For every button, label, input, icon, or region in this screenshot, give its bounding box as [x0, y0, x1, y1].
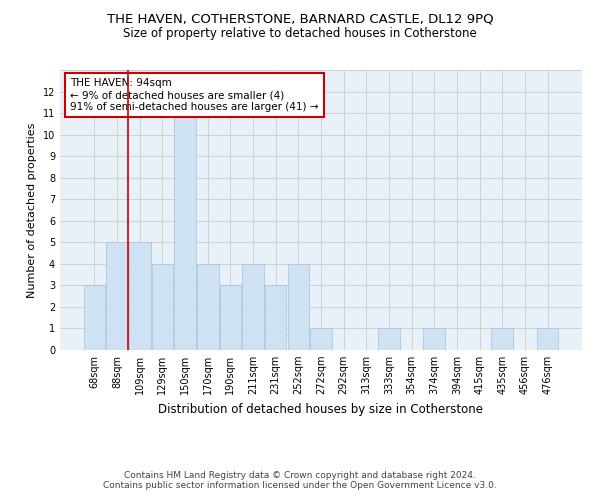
Bar [152, 264, 173, 350]
Bar [378, 328, 400, 350]
Bar [287, 264, 309, 350]
Bar [220, 286, 241, 350]
Text: THE HAVEN: 94sqm
← 9% of detached houses are smaller (4)
91% of semi-detached ho: THE HAVEN: 94sqm ← 9% of detached houses… [70, 78, 319, 112]
Bar [197, 264, 218, 350]
Text: Size of property relative to detached houses in Cotherstone: Size of property relative to detached ho… [123, 28, 477, 40]
Bar [310, 328, 332, 350]
Bar [84, 286, 105, 350]
Text: Contains HM Land Registry data © Crown copyright and database right 2024.
Contai: Contains HM Land Registry data © Crown c… [103, 470, 497, 490]
Text: THE HAVEN, COTHERSTONE, BARNARD CASTLE, DL12 9PQ: THE HAVEN, COTHERSTONE, BARNARD CASTLE, … [107, 12, 493, 26]
X-axis label: Distribution of detached houses by size in Cotherstone: Distribution of detached houses by size … [158, 402, 484, 415]
Bar [129, 242, 151, 350]
Bar [537, 328, 558, 350]
Bar [106, 242, 128, 350]
Bar [242, 264, 264, 350]
Y-axis label: Number of detached properties: Number of detached properties [27, 122, 37, 298]
Bar [491, 328, 513, 350]
Bar [424, 328, 445, 350]
Bar [175, 113, 196, 350]
Bar [265, 286, 286, 350]
